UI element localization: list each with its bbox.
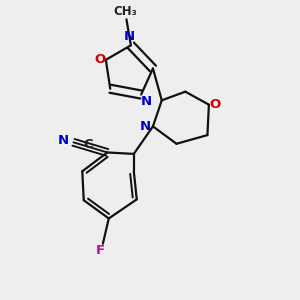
Text: CH₃: CH₃	[113, 5, 137, 18]
Text: C: C	[83, 138, 93, 152]
Text: N: N	[141, 94, 152, 108]
Text: N: N	[140, 120, 151, 133]
Text: O: O	[209, 98, 220, 111]
Text: O: O	[94, 53, 106, 66]
Text: N: N	[58, 134, 69, 147]
Text: F: F	[95, 244, 104, 257]
Text: N: N	[124, 30, 135, 43]
